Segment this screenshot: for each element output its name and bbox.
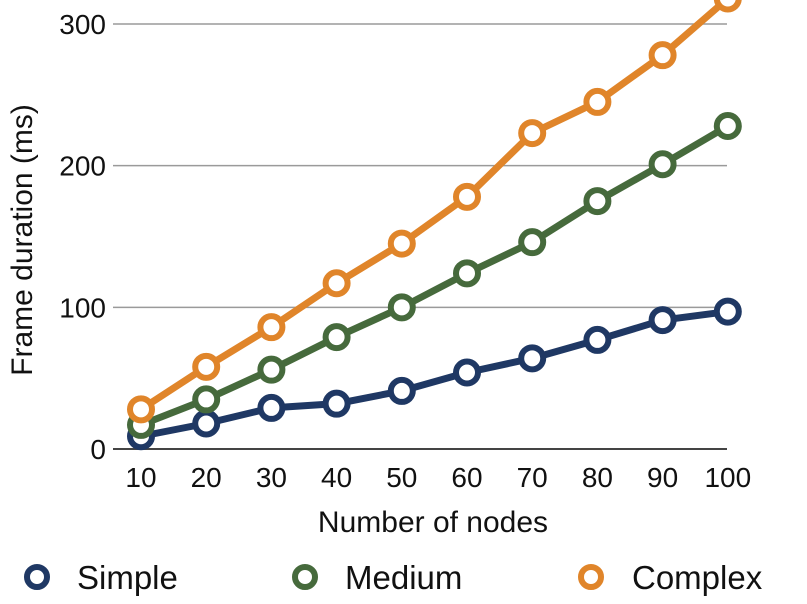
series-lines (127, 0, 742, 451)
x-tick-label: 10 (125, 462, 156, 493)
legend: Simple Medium Complex (24, 559, 763, 596)
simple-point (713, 297, 742, 326)
x-tick-label: 80 (582, 462, 613, 493)
simple-point (453, 358, 481, 387)
medium-point (192, 385, 221, 414)
x-tick-label: 50 (386, 462, 417, 493)
simple-point (387, 376, 416, 405)
x-tick-label: 90 (647, 462, 678, 493)
medium-point (713, 112, 742, 140)
y-tick-labels: 0 100 200 300 (59, 9, 106, 465)
complex-point (713, 0, 742, 13)
legend-label-medium: Medium (345, 559, 462, 596)
series-complex (127, 0, 742, 424)
x-tick-labels: 10 20 30 40 50 60 70 80 90 100 (125, 462, 751, 493)
medium-point (518, 228, 547, 257)
legend-item-complex: Complex (578, 559, 763, 596)
simple-point (518, 344, 547, 373)
simple-line (137, 308, 732, 440)
legend-label-complex: Complex (632, 559, 763, 596)
medium-line (137, 122, 732, 429)
legend-item-medium: Medium (292, 559, 462, 596)
complex-point (648, 41, 677, 70)
x-tick-label: 100 (704, 462, 751, 493)
complex-line (137, 0, 731, 413)
y-axis-label: Frame duration (ms) (6, 104, 39, 376)
x-tick-label: 60 (451, 462, 482, 493)
simple-point (583, 325, 612, 354)
x-tick-label: 70 (517, 462, 548, 493)
medium-point (453, 259, 481, 288)
medium-point (322, 323, 351, 352)
complex-point (453, 182, 481, 211)
medium-point (257, 355, 286, 384)
complex-point (127, 395, 155, 424)
complex-point (518, 119, 547, 148)
complex-point (583, 87, 612, 116)
gridlines (113, 23, 727, 450)
simple-point (648, 306, 677, 335)
simple-point (257, 393, 286, 422)
x-axis-label: Number of nodes (318, 506, 548, 539)
simple-point (192, 409, 221, 438)
simple-point (322, 389, 351, 418)
complex-point (322, 269, 351, 298)
series-medium (127, 112, 742, 439)
x-tick-label: 40 (321, 462, 352, 493)
legend-marker-complex (578, 564, 604, 590)
x-tick-label: 30 (256, 462, 287, 493)
y-tick-label: 200 (59, 151, 106, 182)
legend-item-simple: Simple (24, 559, 178, 596)
legend-marker-medium (292, 564, 318, 590)
complex-point (387, 229, 416, 258)
y-tick-label: 300 (59, 9, 106, 40)
series-simple (127, 297, 742, 451)
y-tick-label: 0 (90, 434, 106, 465)
medium-point (583, 187, 612, 216)
legend-marker-simple (24, 564, 50, 590)
complex-point (257, 313, 286, 342)
medium-point (648, 150, 677, 179)
legend-label-simple: Simple (77, 559, 178, 596)
y-tick-label: 100 (59, 292, 106, 323)
complex-point (192, 352, 221, 381)
medium-point (387, 293, 416, 322)
x-tick-label: 20 (191, 462, 222, 493)
